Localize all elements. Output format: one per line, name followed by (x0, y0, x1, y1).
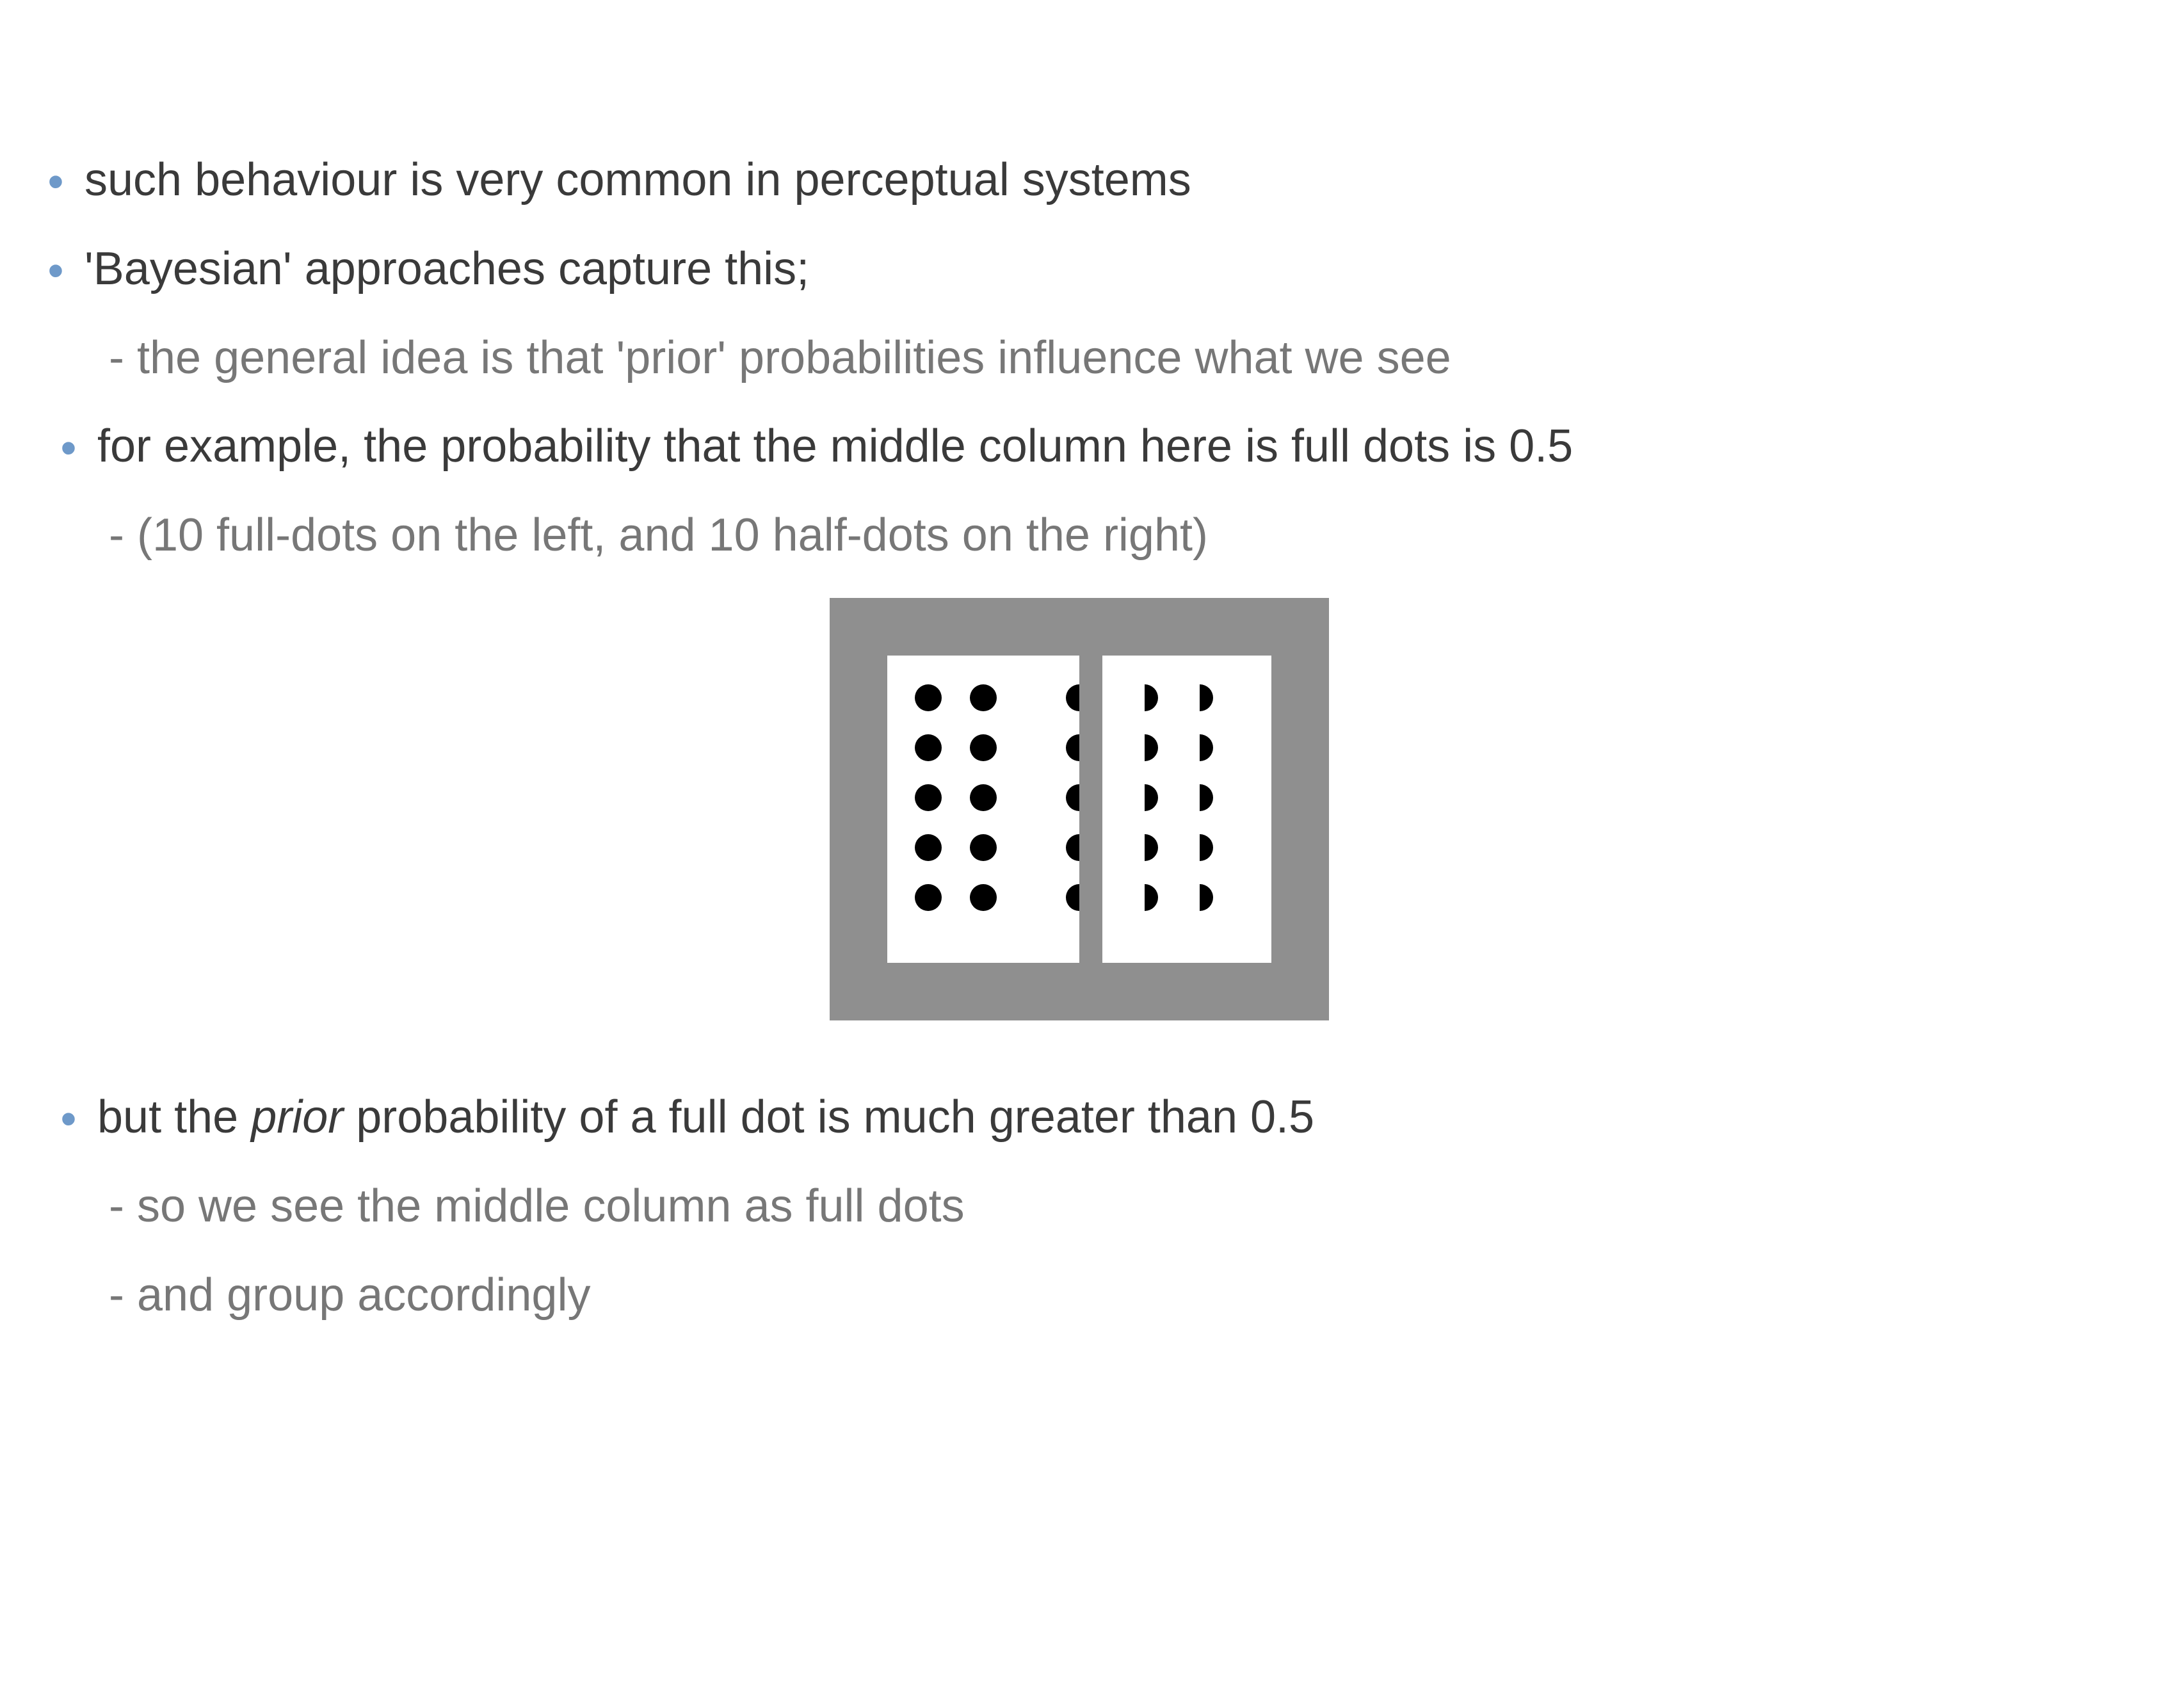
bullet-text: 'Bayesian' approaches capture this; (85, 243, 809, 296)
text-italic-fragment: prior (251, 1092, 343, 1143)
text-fragment: probability of a full dot is much greate… (343, 1092, 1314, 1143)
sub-bullet-text: - and group accordingly (109, 1269, 590, 1321)
sub-bullet: - the general idea is that 'prior' proba… (109, 332, 2113, 385)
sub-bullet-text: - so we see the middle column as full do… (109, 1180, 965, 1232)
sub-bullet: - and group accordingly (109, 1269, 2113, 1322)
bullet-item: • 'Bayesian' approaches capture this; (45, 243, 2113, 296)
bullet-text: for example, the probability that the mi… (97, 420, 1573, 473)
bullet-item: • but the prior probability of a full do… (45, 1091, 2113, 1144)
bullet-item: • for example, the probability that the … (45, 420, 2113, 473)
sub-bullet: - so we see the middle column as full do… (109, 1180, 2113, 1233)
sub-bullet: - (10 full-dots on the left, and 10 half… (109, 509, 2113, 562)
occlusion-dots-figure (830, 598, 1329, 1020)
bullet-dot-icon: • (58, 425, 79, 471)
bullet-text: such behaviour is very common in percept… (85, 154, 1191, 207)
sub-bullet-text: - the general idea is that 'prior' proba… (109, 332, 1451, 383)
sub-bullet-text: - (10 full-dots on the left, and 10 half… (109, 510, 1208, 561)
bullet-dot-icon: • (45, 159, 67, 205)
bullet-item: • such behaviour is very common in perce… (45, 154, 2113, 207)
slide: • such behaviour is very common in perce… (0, 0, 2158, 1708)
text-fragment: but the (97, 1092, 251, 1143)
bullet-text: but the prior probability of a full dot … (97, 1091, 1314, 1144)
bullet-dot-icon: • (58, 1096, 79, 1142)
bullet-dot-icon: • (45, 248, 67, 294)
figure-container (45, 598, 2113, 1020)
